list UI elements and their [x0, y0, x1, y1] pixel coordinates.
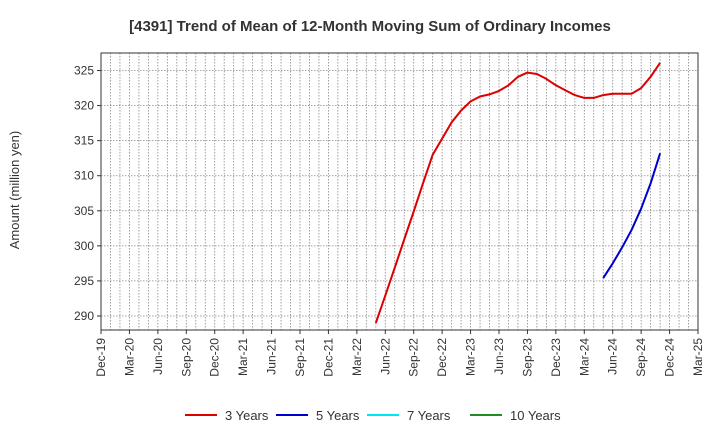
legend-label-3-years: 3 Years [225, 408, 269, 423]
y-tick-label: 295 [74, 274, 94, 288]
x-ticks: Dec-19 Mar-20 Jun-20 Sep-20 Dec-20 Mar-21 Jun-… [94, 330, 705, 377]
y-tick-label: 325 [74, 64, 94, 78]
x-tick-label: Jun-21 [265, 338, 279, 375]
x-tick-label: Mar-21 [236, 338, 250, 376]
y-tick-label: 315 [74, 134, 94, 148]
x-tick-label: Mar-23 [464, 338, 478, 376]
plot-area [101, 53, 698, 330]
x-tick-label: Sep-20 [179, 338, 193, 377]
x-tick-label: Dec-20 [208, 338, 222, 377]
y-axis-label: Amount (million yen) [7, 131, 22, 250]
y-tick-label: 290 [74, 309, 94, 323]
x-tick-label: Dec-23 [549, 338, 563, 377]
y-tick-label: 300 [74, 239, 94, 253]
legend-label-10-years: 10 Years [510, 408, 561, 423]
x-tick-label: Mar-20 [122, 338, 136, 376]
x-tick-label: Mar-24 [577, 338, 591, 376]
series-lines [374, 62, 662, 324]
legend: 3 Years 5 Years 7 Years 10 Years [185, 408, 561, 423]
x-tick-label: Sep-23 [520, 338, 534, 377]
x-tick-label: Dec-22 [435, 338, 449, 377]
x-tick-label: Mar-25 [691, 338, 705, 376]
y-ticks: 290 295 300 305 310 315 320 325 [74, 64, 101, 323]
grid [101, 53, 698, 330]
x-tick-label: Dec-24 [663, 338, 677, 377]
y-tick-label: 310 [74, 169, 94, 183]
legend-label-5-years: 5 Years [316, 408, 360, 423]
x-tick-label: Sep-24 [634, 338, 648, 377]
x-tick-label: Jun-23 [492, 338, 506, 375]
x-tick-label: Sep-21 [293, 338, 307, 377]
legend-label-7-years: 7 Years [407, 408, 451, 423]
y-tick-label: 320 [74, 99, 94, 113]
plot-frame [100, 52, 699, 331]
x-tick-label: Dec-21 [321, 338, 335, 377]
series-line-3-years [374, 62, 661, 324]
x-tick-label: Jun-22 [378, 338, 392, 375]
x-tick-label: Jun-24 [606, 338, 620, 375]
chart-title: [4391] Trend of Mean of 12-Month Moving … [129, 18, 611, 35]
x-tick-label: Sep-22 [407, 338, 421, 377]
x-tick-label: Dec-19 [94, 338, 108, 377]
x-tick-label: Jun-20 [151, 338, 165, 375]
x-tick-label: Mar-22 [350, 338, 364, 376]
y-tick-label: 305 [74, 204, 94, 218]
series-line-5-years [602, 152, 662, 279]
